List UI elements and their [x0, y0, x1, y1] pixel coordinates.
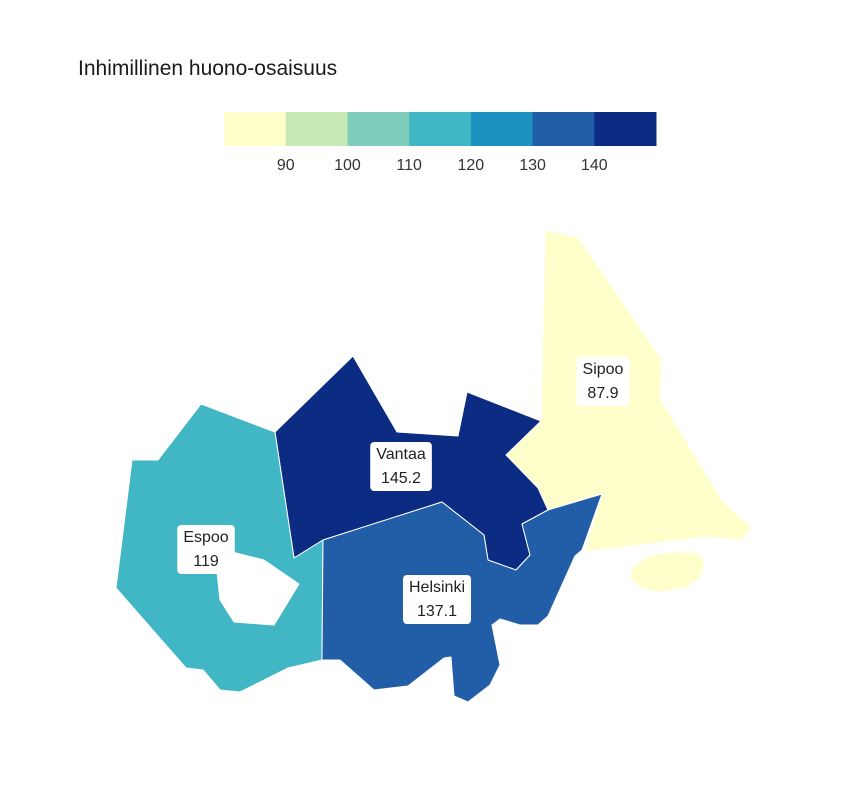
legend-tick-label: 110 [396, 157, 422, 174]
region-label-espoo: Espoo 119 [177, 525, 235, 574]
legend-swatch [532, 112, 595, 146]
region-name: Espoo [183, 529, 228, 546]
region-label-box [576, 357, 630, 406]
legend-swatch [409, 112, 472, 146]
legend-tick-label: 140 [581, 157, 608, 174]
region-label-box [402, 575, 472, 624]
region-value: 119 [193, 553, 219, 570]
region-sipoo-island[interactable] [629, 551, 706, 593]
region-name: Sipoo [583, 361, 624, 378]
legend-tick-label: 120 [458, 157, 485, 174]
legend-swatch [470, 112, 534, 146]
region-name: Vantaa [376, 446, 426, 463]
legend-tick-label: 90 [277, 157, 295, 174]
legend: 90 100 110 120 130 140 [224, 112, 657, 174]
map-title: Inhimillinen huono-osaisuus [78, 57, 338, 80]
region-label-helsinki: Helsinki 137.1 [402, 575, 472, 624]
region-value: 145.2 [381, 470, 421, 487]
region-label-vantaa: Vantaa 145.2 [370, 442, 432, 491]
legend-swatch [224, 112, 287, 146]
legend-swatch [594, 112, 657, 146]
region-label-sipoo: Sipoo 87.9 [576, 357, 630, 406]
legend-tick-label: 130 [519, 157, 546, 174]
region-value: 87.9 [587, 385, 618, 402]
legend-swatch [285, 112, 348, 146]
region-value: 137.1 [417, 603, 457, 620]
region-name: Helsinki [409, 579, 465, 596]
legend-tick-label: 100 [334, 157, 361, 174]
region-label-box [370, 442, 432, 491]
region-label-box [177, 525, 235, 574]
legend-swatch [347, 112, 410, 146]
